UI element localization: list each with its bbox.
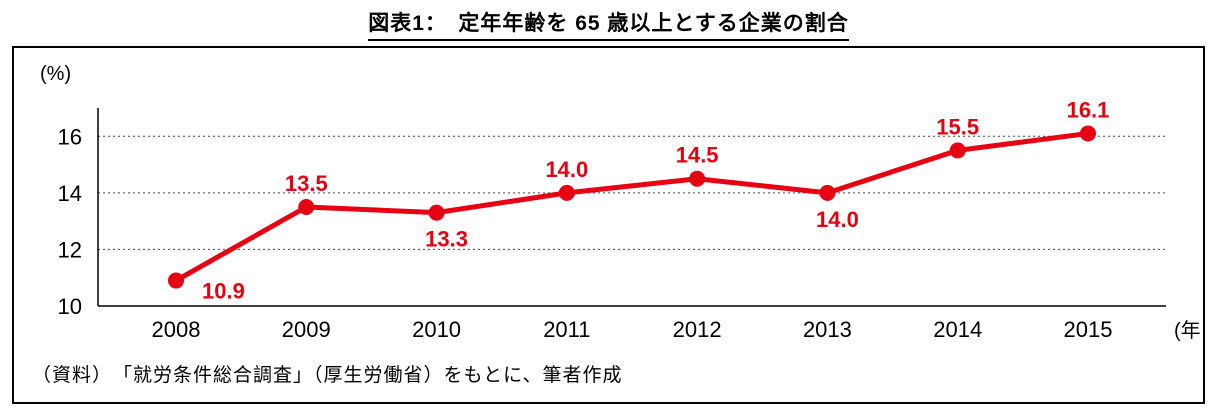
x-tick-label: 2008 — [152, 317, 201, 342]
data-point — [1080, 125, 1096, 142]
figure-page: 図表1： 定年年齢を 65 歳以上とする企業の割合 10 12 14 16 (%) (年)… — [0, 0, 1217, 404]
x-tick-label: 2009 — [282, 317, 331, 342]
data-point — [168, 272, 184, 289]
x-tick-label: 2012 — [673, 317, 722, 342]
data-label: 13.5 — [285, 171, 328, 196]
data-point — [298, 199, 315, 215]
y-tick-label: 16 — [58, 124, 82, 149]
x-tick-label: 2015 — [1064, 317, 1113, 342]
chart-title: 図表1： 定年年齢を 65 歳以上とする企業の割合 — [368, 7, 849, 41]
x-tick-label: 2010 — [412, 317, 461, 342]
data-point — [558, 184, 575, 201]
data-label: 14.5 — [676, 143, 719, 168]
data-point — [689, 170, 706, 187]
data-label: 14.0 — [545, 157, 588, 182]
source-note: （資料） 「就労条件総合調査」（厚生労働省）をもとに、筆者作成 — [32, 365, 623, 386]
x-axis-unit: (年) — [1174, 319, 1201, 342]
data-label: 15.5 — [936, 114, 979, 139]
data-point — [819, 184, 836, 201]
data-line — [173, 130, 1091, 284]
y-tick-label: 10 — [58, 294, 82, 319]
chart-container: 10 12 14 16 (%) (年) 2008 2009 2010 2011 2012 2013 20… — [12, 46, 1205, 404]
y-tick-label: 12 — [58, 237, 82, 262]
data-point — [428, 204, 445, 221]
data-label: 10.9 — [202, 279, 245, 304]
x-tick-label: 2013 — [803, 317, 852, 342]
data-label: 13.3 — [425, 227, 468, 252]
y-tick-label: 14 — [58, 181, 82, 206]
x-tick-label: 2014 — [933, 317, 982, 342]
chart-title-row: 図表1： 定年年齢を 65 歳以上とする企業の割合 — [0, 0, 1217, 44]
data-label: 16.1 — [1067, 97, 1110, 122]
data-label: 14.0 — [816, 207, 859, 232]
x-tick-label: 2011 — [543, 317, 590, 342]
line-chart: 10 12 14 16 (%) (年) 2008 2009 2010 2011 2012 2013 20… — [40, 63, 1201, 342]
y-axis-unit: (%) — [40, 63, 71, 85]
data-point — [949, 142, 966, 159]
